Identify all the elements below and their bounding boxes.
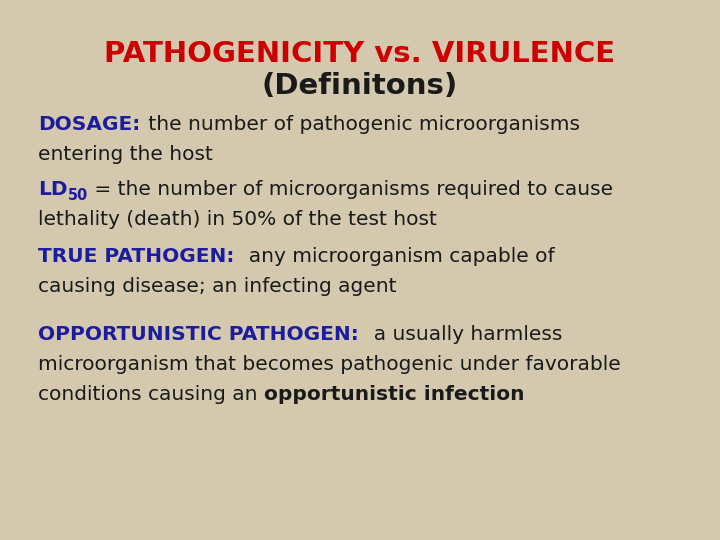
Text: DOSAGE:: DOSAGE: bbox=[38, 115, 140, 134]
Text: OPPORTUNISTIC PATHOGEN:: OPPORTUNISTIC PATHOGEN: bbox=[38, 325, 359, 344]
Text: a usually harmless: a usually harmless bbox=[361, 325, 562, 344]
Text: = the number of microorganisms required to cause: = the number of microorganisms required … bbox=[88, 180, 613, 199]
Text: PATHOGENICITY vs. VIRULENCE: PATHOGENICITY vs. VIRULENCE bbox=[104, 40, 616, 68]
Text: lethality (death) in 50% of the test host: lethality (death) in 50% of the test hos… bbox=[38, 210, 437, 229]
Text: any microorganism capable of: any microorganism capable of bbox=[236, 247, 555, 266]
Text: conditions causing an: conditions causing an bbox=[38, 385, 264, 404]
Text: TRUE PATHOGEN:: TRUE PATHOGEN: bbox=[38, 247, 235, 266]
Text: microorganism that becomes pathogenic under favorable: microorganism that becomes pathogenic un… bbox=[38, 355, 621, 374]
Text: causing disease; an infecting agent: causing disease; an infecting agent bbox=[38, 277, 397, 296]
Text: (Definitons): (Definitons) bbox=[262, 72, 458, 100]
Text: opportunistic infection: opportunistic infection bbox=[264, 385, 524, 404]
Text: LD: LD bbox=[38, 180, 68, 199]
Text: 50: 50 bbox=[68, 188, 88, 203]
Text: the number of pathogenic microorganisms: the number of pathogenic microorganisms bbox=[143, 115, 580, 134]
Text: entering the host: entering the host bbox=[38, 145, 213, 164]
